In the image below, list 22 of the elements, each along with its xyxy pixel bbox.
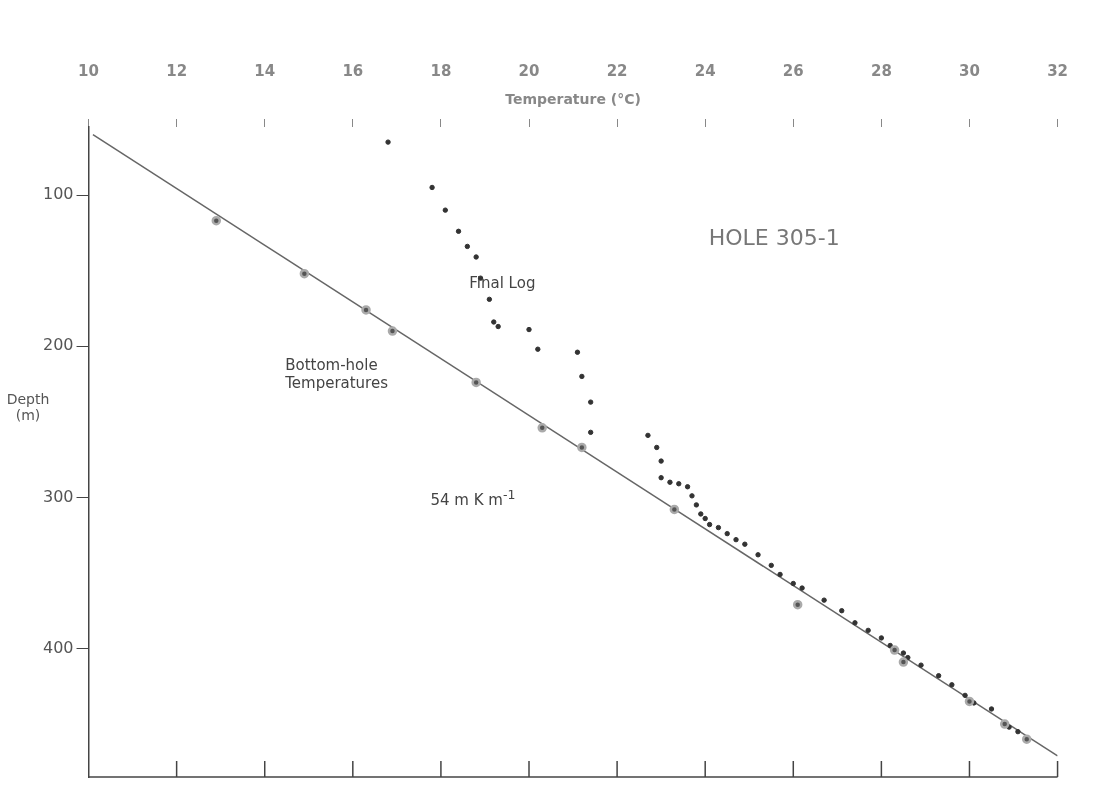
x-tick-label: 10 xyxy=(78,61,99,80)
x-tick-label: 18 xyxy=(430,61,452,80)
x-tick-label: 32 xyxy=(1047,61,1068,80)
x-tick-label: 16 xyxy=(342,61,364,80)
y-tick-label: 100 xyxy=(42,184,74,204)
y-tick-label: 300 xyxy=(42,486,74,506)
y-axis-title: Depth (m) xyxy=(5,390,51,423)
x-tick-label: 28 xyxy=(870,61,892,80)
x-tick-label: 14 xyxy=(254,61,276,80)
x-tick-label: 24 xyxy=(694,61,716,80)
x-tick-label: 30 xyxy=(959,61,980,80)
annotation: Final Log xyxy=(469,274,537,292)
x-axis-title: Temperature (°C) xyxy=(505,91,641,107)
x-tick-label: 20 xyxy=(518,61,540,80)
y-tick-label: 200 xyxy=(42,335,74,355)
y-tick-label: 400 xyxy=(42,637,74,657)
x-tick-label: 26 xyxy=(782,61,804,80)
x-tick-label: 22 xyxy=(606,61,628,80)
text: HOLE 305-1 xyxy=(708,225,840,251)
x-tick-label: 12 xyxy=(166,61,188,80)
annotation: 54 m K m$^{-1}$ xyxy=(430,486,517,509)
annotation: Bottom-hole Temperatures xyxy=(285,356,389,392)
